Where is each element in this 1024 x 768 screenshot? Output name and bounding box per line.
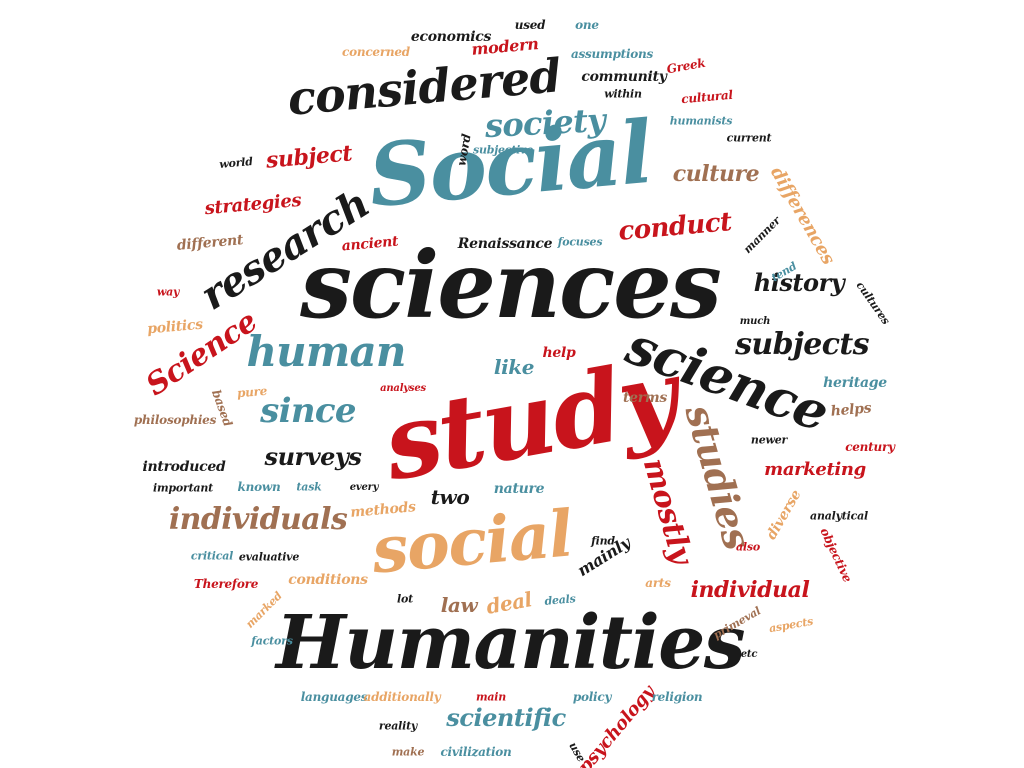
cloud-word: known bbox=[237, 480, 281, 494]
cloud-word: like bbox=[493, 355, 535, 379]
cloud-word: concerned bbox=[342, 45, 410, 59]
cloud-word: languages bbox=[300, 690, 368, 704]
cloud-word: within bbox=[604, 87, 642, 101]
cloud-word: manner bbox=[741, 214, 783, 256]
cloud-word: arts bbox=[645, 576, 671, 590]
cloud-word: conditions bbox=[288, 572, 368, 588]
cloud-word: every bbox=[349, 482, 379, 493]
cloud-word: politics bbox=[146, 316, 204, 338]
cloud-word: policy bbox=[572, 690, 612, 704]
cloud-word: cultures bbox=[853, 279, 893, 327]
cloud-word: cultural bbox=[680, 87, 734, 107]
cloud-word: task bbox=[296, 480, 322, 494]
cloud-word: make bbox=[391, 745, 425, 759]
cloud-word: also bbox=[736, 540, 760, 554]
cloud-word: assumptions bbox=[570, 47, 654, 61]
cloud-word: two bbox=[430, 485, 470, 509]
cloud-word: critical bbox=[190, 549, 234, 563]
cloud-word: nature bbox=[493, 481, 545, 497]
cloud-word: sciences bbox=[300, 231, 722, 339]
cloud-word: world bbox=[218, 155, 254, 171]
cloud-word: way bbox=[156, 285, 180, 299]
cloud-word: subjects bbox=[735, 327, 869, 362]
cloud-word: one bbox=[575, 18, 599, 32]
cloud-word: law bbox=[440, 593, 478, 617]
cloud-word: deals bbox=[543, 592, 577, 608]
cloud-word: reality bbox=[378, 719, 418, 733]
cloud-word: humanists bbox=[669, 114, 733, 128]
cloud-word: newer bbox=[750, 433, 788, 447]
cloud-word: individual bbox=[690, 577, 810, 603]
cloud-word: pure bbox=[236, 383, 268, 401]
cloud-word: important bbox=[153, 481, 213, 495]
cloud-word: additionally bbox=[363, 690, 441, 704]
cloud-word: analyses bbox=[380, 383, 426, 394]
cloud-word: century bbox=[845, 440, 895, 454]
cloud-word: evaluative bbox=[238, 550, 300, 564]
cloud-word: mostly bbox=[635, 454, 700, 568]
cloud-word: current bbox=[726, 131, 772, 145]
cloud-word: society bbox=[483, 100, 607, 146]
cloud-word: culture bbox=[672, 161, 760, 187]
cloud-word: terms bbox=[622, 390, 668, 406]
cloud-word: focuses bbox=[557, 235, 603, 249]
cloud-word: main bbox=[475, 690, 507, 704]
cloud-word: subject bbox=[264, 140, 354, 174]
cloud-word: diverse bbox=[763, 487, 805, 543]
cloud-word: since bbox=[260, 391, 356, 431]
cloud-word: philosophies bbox=[133, 413, 217, 427]
cloud-word: strategies bbox=[203, 189, 303, 220]
cloud-word: Renaissance bbox=[457, 236, 553, 252]
cloud-word: used bbox=[514, 18, 546, 32]
cloud-word: introduced bbox=[142, 459, 226, 475]
cloud-word: lot bbox=[397, 592, 413, 606]
cloud-word: economics bbox=[410, 29, 492, 45]
cloud-word: Humanities bbox=[275, 600, 746, 686]
cloud-word: Therefore bbox=[193, 577, 259, 591]
cloud-word: find bbox=[591, 534, 615, 548]
cloud-word: etc bbox=[740, 649, 758, 660]
cloud-word: Greek bbox=[665, 55, 707, 77]
cloud-word: religion bbox=[651, 690, 703, 704]
cloud-word: scientific bbox=[446, 703, 566, 732]
cloud-word: much bbox=[739, 316, 771, 327]
cloud-word: helps bbox=[830, 400, 872, 420]
cloud-word: individuals bbox=[168, 502, 348, 537]
cloud-word: use bbox=[566, 739, 588, 765]
cloud-word: different bbox=[176, 232, 244, 254]
cloud-word: surveys bbox=[264, 442, 362, 471]
cloud-word: differences bbox=[766, 163, 839, 269]
cloud-word: community bbox=[581, 69, 667, 85]
cloud-word: analytical bbox=[810, 509, 868, 523]
cloud-word: factors bbox=[251, 634, 293, 648]
cloud-word: help bbox=[542, 345, 576, 361]
cloud-word: objective bbox=[817, 525, 855, 585]
cloud-word: history bbox=[753, 268, 845, 297]
cloud-word: heritage bbox=[823, 375, 887, 391]
cloud-word: aspects bbox=[767, 614, 815, 636]
cloud-word: civilization bbox=[440, 745, 512, 759]
cloud-word: human bbox=[246, 327, 406, 376]
cloud-word: marketing bbox=[764, 459, 866, 480]
cloud-word: subjective bbox=[472, 143, 534, 157]
